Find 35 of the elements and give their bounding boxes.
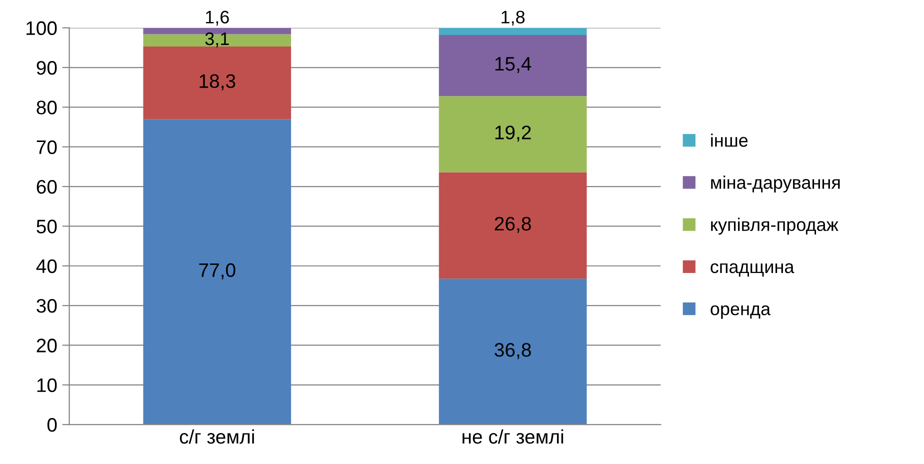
y-tick-label: 70 bbox=[36, 140, 57, 154]
legend-label: оренда bbox=[710, 305, 771, 319]
data-label: 15,4 bbox=[495, 57, 532, 74]
data-label: 77,0 bbox=[199, 263, 236, 280]
bar bbox=[143, 46, 292, 120]
legend-label: спадщина bbox=[710, 263, 794, 277]
data-label: 18,3 bbox=[200, 74, 236, 90]
bar bbox=[143, 119, 292, 425]
y-tick-label: 0 bbox=[47, 418, 57, 432]
bar bbox=[438, 278, 587, 425]
legend-label: купівля-продаж bbox=[711, 218, 838, 235]
x-tick-label: не с/г землі bbox=[462, 429, 564, 444]
data-label: 36,8 bbox=[494, 343, 531, 360]
data-label: 3,1 bbox=[205, 32, 229, 48]
y-tick-label: 100 bbox=[26, 21, 57, 36]
y-tick-label: 60 bbox=[36, 180, 57, 194]
bar bbox=[143, 34, 292, 46]
y-tick-label: 50 bbox=[36, 220, 57, 234]
x-tick-label: с/г землі bbox=[180, 429, 254, 444]
bar bbox=[438, 172, 587, 279]
y-tick-label: 90 bbox=[36, 60, 57, 75]
data-label: 1,6 bbox=[206, 10, 229, 26]
bar bbox=[438, 28, 587, 35]
legend-label: інше bbox=[711, 134, 748, 147]
y-tick-label: 20 bbox=[36, 338, 57, 352]
data-label: 26,8 bbox=[494, 216, 531, 233]
y-tick-label: 80 bbox=[36, 100, 57, 114]
y-tick-label: 30 bbox=[36, 299, 57, 313]
y-tick-label: 10 bbox=[37, 378, 57, 392]
data-label: 19,2 bbox=[495, 126, 531, 142]
legend-label: міна-дарування bbox=[711, 176, 840, 193]
data-label: 1,8 bbox=[502, 10, 525, 26]
bar bbox=[438, 96, 587, 172]
bar bbox=[438, 34, 587, 96]
y-tick-label: 40 bbox=[36, 259, 57, 274]
